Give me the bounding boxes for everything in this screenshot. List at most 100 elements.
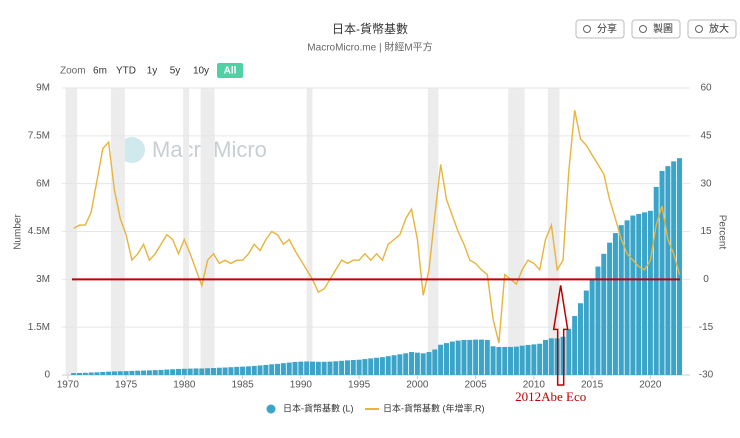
bar: [362, 359, 368, 375]
bar: [473, 339, 479, 375]
bar: [240, 366, 246, 375]
bar: [478, 339, 484, 375]
bar: [222, 367, 228, 375]
legend-label: 日本-貨幣基數 (年增率,R): [383, 402, 485, 413]
x-tick-label: 2010: [523, 380, 546, 391]
y-tick-label: 3M: [36, 274, 50, 285]
range-button-label: All: [224, 66, 237, 77]
bar: [671, 161, 677, 375]
y2-tick-label: -30: [699, 370, 714, 381]
bar: [385, 356, 391, 375]
bar: [368, 358, 374, 375]
bar: [170, 369, 176, 375]
bar: [630, 215, 636, 375]
action-button-label: 分享: [597, 22, 617, 35]
bar: [508, 346, 514, 375]
bar: [199, 368, 205, 375]
bar: [350, 360, 356, 375]
action-button[interactable]: 放大: [687, 19, 737, 39]
bar: [612, 233, 618, 375]
bar: [141, 370, 147, 375]
range-button[interactable]: All: [217, 63, 243, 78]
bar: [409, 352, 415, 375]
bar: [583, 290, 589, 375]
bar: [589, 279, 595, 375]
bar: [129, 370, 135, 375]
range-button[interactable]: 1y: [147, 66, 158, 77]
action-icon: [583, 25, 591, 33]
bar: [321, 361, 327, 375]
x-tick-label: 2020: [639, 380, 662, 391]
bar: [426, 352, 432, 375]
bar: [251, 365, 257, 375]
y-tick-label: 1.5M: [28, 322, 50, 333]
range-button-label: 1y: [147, 66, 158, 77]
bar: [374, 357, 380, 375]
bar: [647, 210, 653, 375]
action-icon: [695, 25, 703, 33]
bar: [519, 345, 525, 375]
x-tick-label: 2005: [464, 380, 487, 391]
bar: [513, 346, 519, 375]
range-button[interactable]: 5y: [170, 66, 181, 77]
bar: [292, 361, 298, 375]
action-button[interactable]: 製圖: [631, 19, 681, 39]
bar: [595, 266, 601, 375]
bar: [653, 186, 659, 375]
bar: [205, 368, 211, 375]
bar: [467, 339, 473, 375]
y2-tick-label: 30: [700, 178, 712, 189]
bar: [438, 344, 444, 375]
range-button-bg: [217, 63, 243, 78]
y2-tick-label: 0: [703, 274, 709, 285]
bar: [607, 242, 613, 375]
annotation-arrow: [552, 285, 569, 386]
y-tick-label: 0: [44, 370, 50, 381]
bar: [280, 363, 286, 375]
range-button-label: YTD: [116, 66, 136, 77]
action-button-label: 放大: [709, 22, 729, 35]
bar: [228, 367, 234, 375]
bar: [82, 372, 88, 375]
x-tick-label: 1995: [348, 380, 371, 391]
action-button[interactable]: 分享: [575, 19, 625, 39]
action-button-bg: [631, 19, 681, 39]
y-tick-label: 4.5M: [28, 226, 50, 237]
bar: [210, 367, 216, 375]
bar: [158, 369, 164, 375]
bar: [420, 353, 426, 375]
action-button-bg: [687, 19, 737, 39]
range-button[interactable]: 6m: [93, 66, 107, 77]
chart-title: 日本-貨幣基數: [332, 21, 408, 36]
bar: [146, 370, 152, 375]
action-button-bg: [575, 19, 625, 39]
bar: [187, 368, 193, 375]
bar: [490, 346, 496, 375]
bar: [677, 158, 683, 375]
legend-symbol: [266, 404, 276, 414]
bar: [391, 355, 397, 375]
action-button-label: 製圖: [653, 22, 673, 35]
bar: [117, 371, 123, 375]
watermark-logo: [119, 137, 145, 163]
bar: [665, 166, 671, 375]
bar: [636, 213, 642, 375]
action-icon: [639, 25, 647, 33]
bar: [379, 357, 385, 375]
range-button[interactable]: 10y: [193, 66, 209, 77]
range-button-label: 5y: [170, 66, 181, 77]
bar: [449, 341, 455, 375]
y2-tick-label: 45: [700, 130, 712, 141]
zoom-label: Zoom: [60, 66, 86, 77]
y2-tick-label: 15: [700, 226, 712, 237]
range-button-label: 10y: [193, 66, 209, 77]
bar: [100, 371, 106, 375]
bar: [111, 371, 117, 375]
x-tick-label: 1985: [231, 380, 254, 391]
range-button[interactable]: YTD: [116, 66, 136, 77]
bar: [176, 368, 182, 375]
bar: [339, 360, 345, 375]
bar: [455, 340, 461, 375]
bar: [193, 368, 199, 375]
bar: [566, 328, 572, 375]
